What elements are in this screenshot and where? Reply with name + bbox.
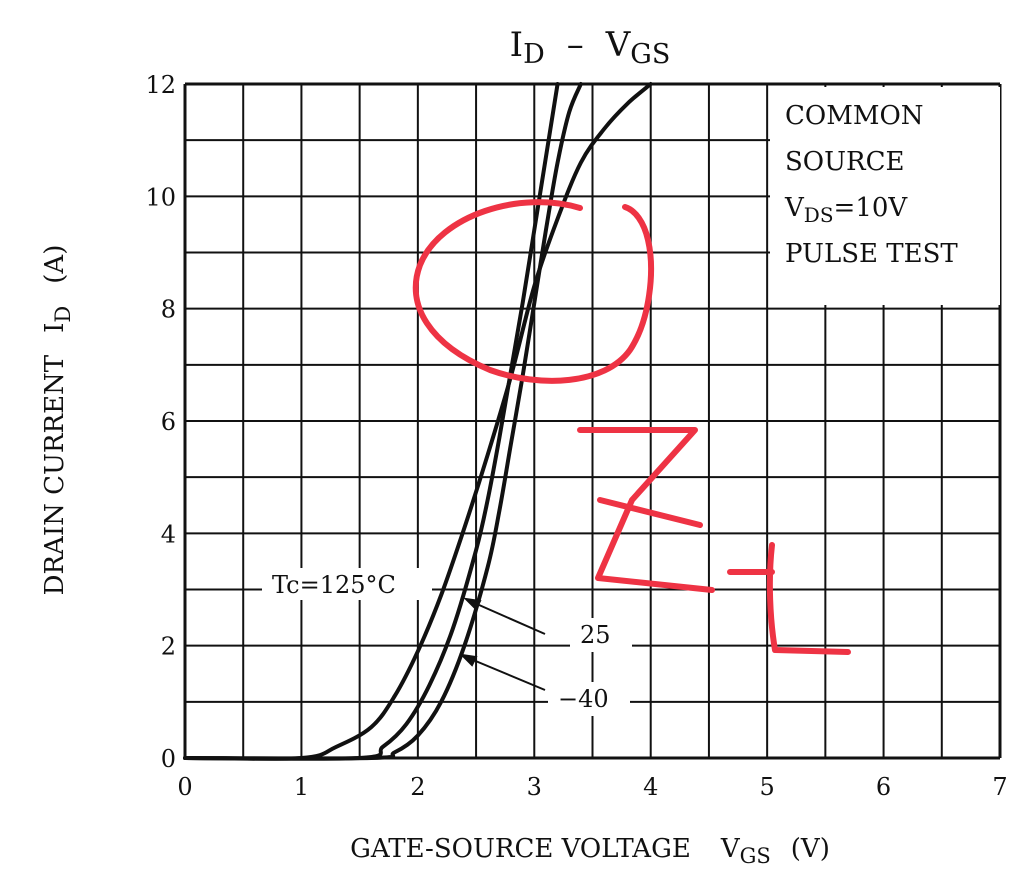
y-tick-label: 0 [161, 745, 176, 773]
conditions-box-bg [770, 87, 1000, 305]
annotation-z [577, 427, 715, 593]
curve-label-minus40: −40 [548, 682, 630, 716]
annotation-brace [727, 542, 851, 655]
annotation-circle [412, 199, 654, 384]
svg-text:−40: −40 [558, 685, 609, 713]
curves [183, 82, 653, 761]
series-line-0 [183, 82, 653, 761]
x-tick-label: 3 [527, 773, 542, 801]
handwritten-annotations [412, 199, 851, 655]
arrow-25-head [463, 597, 482, 611]
svg-text:Tc=125°C: Tc=125°C [272, 571, 396, 599]
x-tick-label: 5 [760, 773, 775, 801]
y-tick-label: 2 [161, 633, 176, 661]
arrow-minus40 [465, 656, 546, 691]
x-tick-label: 2 [410, 773, 425, 801]
conditions-line-4: PULSE TEST [785, 239, 958, 269]
y-tick-label: 10 [145, 183, 176, 211]
y-tick-label: 12 [145, 71, 176, 99]
x-tick-label: 0 [177, 773, 192, 801]
x-tick-label: 6 [876, 773, 891, 801]
y-tick-label: 6 [161, 408, 176, 436]
x-tick-label: 4 [643, 773, 658, 801]
arrow-25 [469, 600, 546, 635]
x-tick-label: 7 [992, 773, 1007, 801]
x-axis-label: GATE-SOURCE VOLTAGE VGS (V) [350, 834, 830, 868]
arrow-minus40-head [459, 653, 478, 667]
leader-arrows [459, 597, 546, 691]
conditions-line-2: SOURCE [785, 147, 905, 177]
series-line-2 [183, 82, 583, 761]
y-tick-label: 4 [161, 520, 176, 548]
conditions-line-3: VDS=10V [784, 193, 908, 227]
curve-label-tc: Tc=125°C [262, 568, 432, 600]
series-line-1 [183, 82, 560, 761]
y-tick-label: 8 [161, 296, 176, 324]
conditions-box: COMMON SOURCE VDS=10V PULSE TEST [770, 87, 1000, 305]
chart-title: ID – VGS [510, 25, 671, 70]
svg-text:25: 25 [580, 621, 611, 649]
y-axis-label: DRAIN CURRENTID(A) [40, 245, 75, 596]
conditions-line-1: COMMON [785, 101, 924, 131]
curve-label-25: 25 [570, 618, 632, 652]
x-tick-label: 1 [294, 773, 309, 801]
